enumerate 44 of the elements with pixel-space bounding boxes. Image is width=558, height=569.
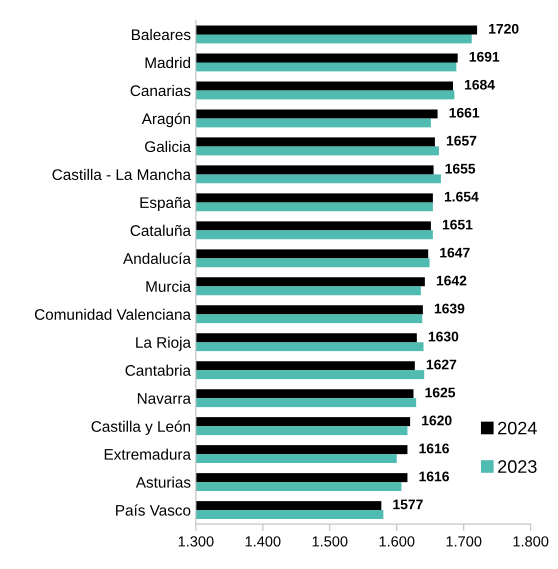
- y-tick-label: España: [140, 196, 191, 212]
- data-label: 1616: [419, 472, 449, 482]
- y-tick-label: Castilla - La Mancha: [52, 168, 192, 180]
- y-tick-label: Comunidad Valenciana: [34, 308, 192, 320]
- data-label: 1651: [442, 220, 473, 230]
- y-tick-label: Cataluña: [130, 224, 191, 236]
- data-label: 1720: [489, 24, 519, 34]
- x-tick-label: 1.800: [514, 536, 548, 547]
- y-tick-label: Murcia: [146, 280, 191, 292]
- y-tick-label: Cantabria: [126, 364, 191, 376]
- y-tick-label: País Vasco: [116, 504, 190, 516]
- y-tick-label: Andalucía: [123, 252, 191, 264]
- y-tick-label: Aragón: [142, 112, 190, 128]
- y-tick-label: La Rioja: [136, 336, 191, 351]
- data-label: 1657: [446, 136, 476, 146]
- data-label: 1627: [426, 360, 456, 370]
- x-tick-label: 1.700: [446, 536, 482, 547]
- y-tick-label: Madrid: [146, 56, 190, 68]
- legend-label: 2024: [498, 422, 537, 434]
- y-tick-label: Galicia: [145, 140, 191, 152]
- y-tick-label: Canarias: [130, 84, 190, 96]
- data-label: 1625: [425, 388, 456, 398]
- data-label: 1.654: [444, 192, 479, 202]
- x-tick-label: 1.500: [312, 536, 348, 547]
- y-tick-label: Baleares: [132, 28, 190, 40]
- data-label: 1684: [464, 80, 495, 90]
- y-tick-label: Castilla y León: [92, 420, 190, 435]
- data-label: 1655: [446, 164, 476, 174]
- y-tick-label: Asturias: [136, 476, 190, 488]
- data-label: 1630: [428, 332, 458, 342]
- data-label: 1661: [450, 108, 480, 118]
- data-label: 1616: [419, 444, 449, 454]
- data-label: 1620: [422, 416, 452, 426]
- data-label: 1691: [470, 52, 500, 62]
- y-tick-label: Navarra: [138, 393, 191, 404]
- x-tick-label: 1.300: [178, 536, 214, 547]
- data-label: 1647: [440, 248, 470, 258]
- x-tick-label: 1.400: [246, 536, 280, 547]
- y-tick-label: Extremadura: [104, 448, 191, 460]
- data-label: 1642: [436, 276, 466, 286]
- legend-label: 2023: [498, 460, 537, 473]
- data-label: 1577: [393, 500, 423, 510]
- x-tick-label: 1.600: [380, 536, 414, 547]
- data-label: 1639: [434, 304, 464, 314]
